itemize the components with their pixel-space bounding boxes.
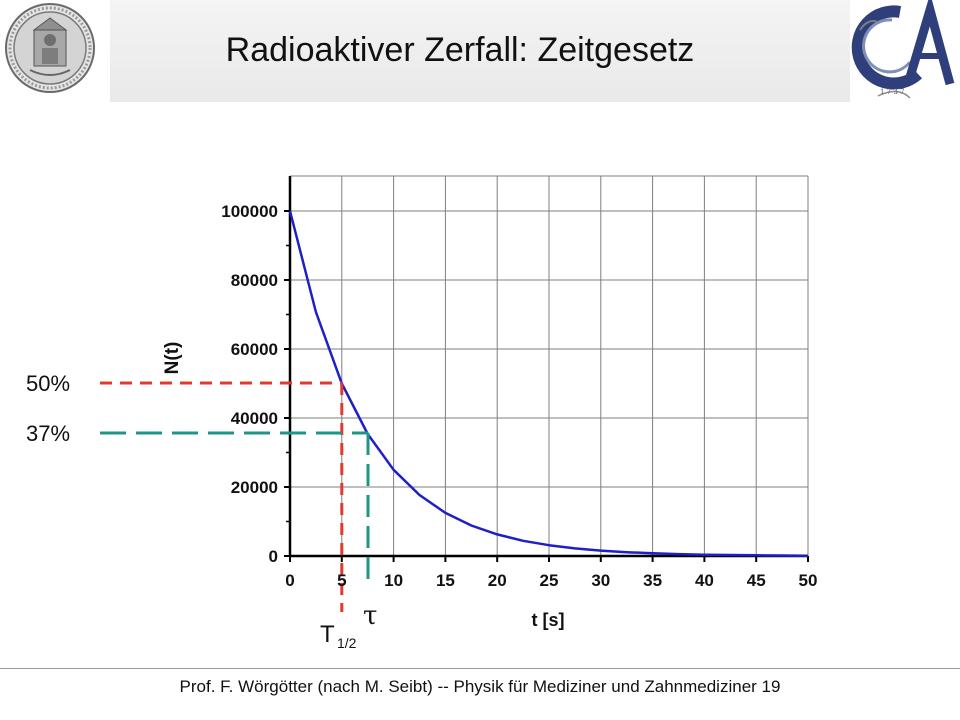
x-tick-label: 0 [285,571,294,590]
y-axis-label: N(t) [162,342,183,375]
t-half-subscript: 1/2 [337,635,357,651]
x-tick-label: 25 [540,571,559,590]
x-axis-label: t [s] [532,610,565,630]
title-band [110,0,850,102]
tau-percent-label: 37% [26,421,70,446]
x-tick-label: 30 [591,571,610,590]
x-tick-label: 50 [799,571,818,590]
slide-title: Radioaktiver Zerfall: Zeitgesetz [225,31,695,69]
y-tick-label: 20000 [231,478,278,497]
tau-label: τ [363,601,377,631]
y-tick-label: 100000 [221,202,278,221]
georgia-augusta-logo: 1 7 3 7 [851,0,955,99]
slide-footer: Prof. F. Wörgötter (nach M. Seibt) -- Ph… [179,677,781,696]
y-tick-label: 80000 [231,271,278,290]
x-tick-label: 45 [747,571,766,590]
x-tick-label: 10 [384,571,403,590]
x-tick-label: 40 [695,571,714,590]
half-percent-label: 50% [26,371,70,396]
y-tick-label: 0 [269,547,278,566]
x-tick-label: 35 [643,571,662,590]
x-tick-label: 5 [337,571,346,590]
y-tick-label: 40000 [231,409,278,428]
svg-text:1 7 3 7: 1 7 3 7 [880,88,905,96]
t-half-label: T [320,621,335,648]
y-tick-label: 60000 [231,340,278,359]
university-seal-logo [5,3,95,93]
x-tick-label: 20 [488,571,507,590]
footer-divider [0,668,960,669]
x-tick-label: 15 [436,571,455,590]
decay-curve [288,210,809,557]
